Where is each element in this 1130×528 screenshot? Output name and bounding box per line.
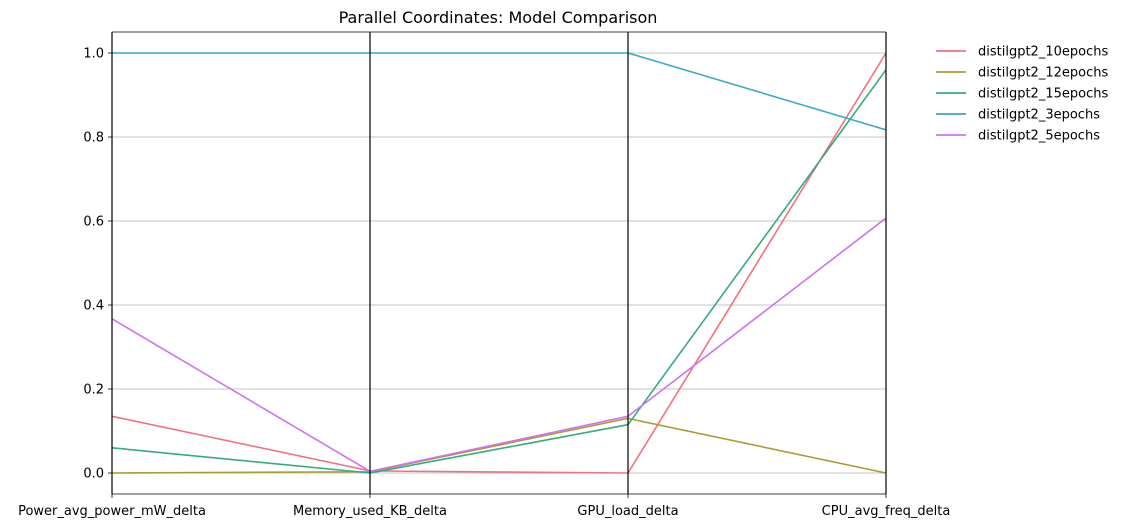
y-tick-label: 0.4: [83, 299, 104, 314]
grid-layer: [112, 52, 886, 474]
legend-label: distilgpt2_3epochs: [978, 108, 1100, 123]
x-category-label: GPU_load_delta: [577, 504, 678, 519]
y-tick-label: 1.0: [83, 47, 104, 62]
x-category-label: Memory_used_KB_delta: [293, 504, 447, 519]
legend-label: distilgpt2_10epochs: [978, 45, 1108, 60]
axis-layer: 0.0 0.2 0.4 0.6 0.8 1.0 Power_avg_power_mW_del…: [18, 31, 951, 519]
series-layer: [111, 52, 887, 474]
y-tick-label: 0.2: [83, 383, 104, 398]
series-line-distilgpt2_10epochs: [111, 52, 887, 474]
legend-label: distilgpt2_15epochs: [978, 87, 1108, 102]
chart-title: Parallel Coordinates: Model Comparison: [339, 8, 658, 27]
series-line-distilgpt2_12epochs: [111, 417, 887, 474]
x-category-label: Power_avg_power_mW_delta: [18, 504, 206, 519]
series-line-distilgpt2_3epochs: [112, 52, 887, 131]
legend-label: distilgpt2_5epochs: [978, 129, 1100, 144]
y-tick-label: 0.8: [83, 131, 104, 146]
legend: distilgpt2_10epochs distilgpt2_12epochsdi…: [936, 45, 1108, 144]
series-line-distilgpt2_15epochs: [111, 69, 887, 474]
series-line-distilgpt2_5epochs: [111, 217, 887, 473]
y-tick-label: 0.6: [83, 215, 104, 230]
legend-label: distilgpt2_12epochs: [978, 66, 1108, 81]
y-tick-label: 0.0: [83, 467, 104, 482]
x-category-label: CPU_avg_freq_delta: [822, 504, 951, 519]
